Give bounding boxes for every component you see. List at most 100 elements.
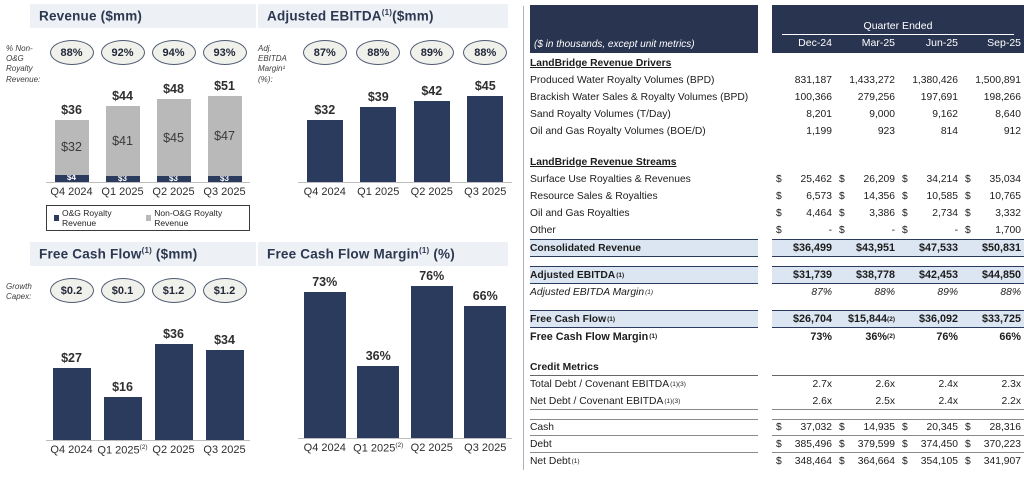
- chart-title: Free Cash Flow Margin(1) (%): [258, 242, 508, 266]
- column-gap: [758, 376, 772, 393]
- table-spacer: [530, 345, 1024, 359]
- row-label: Free Cash Flow Margin (1): [530, 330, 658, 343]
- column-gap: [758, 123, 772, 140]
- bar-segment-non-og: $45: [156, 99, 191, 177]
- table-row: Sand Royalty Volumes (T/Day) 8,201 9,000 9,…: [530, 106, 1024, 123]
- column-gap: [758, 106, 772, 123]
- category-row: Q4 2024 Q1 2025 Q2 2025 Q3 2025: [46, 183, 250, 198]
- table-row: Other $ - $ - $ - $1,700: [530, 222, 1024, 239]
- annotation-oval: $1.2: [151, 278, 196, 303]
- table-cell: $43,951: [855, 242, 895, 254]
- chart-title-text: Free Cash Flow Margin: [267, 246, 419, 262]
- bar-column: 36%: [352, 266, 406, 438]
- table-cell: [898, 55, 961, 72]
- annotation-oval: 88%: [356, 40, 401, 65]
- plot-area: 87% 88% 89% 88% $32 $39 $42 $45 Q4 2024 Q1 2025…: [298, 28, 518, 198]
- bar: [205, 349, 244, 440]
- chart-body: Adj. EBITDA Margin¹ (%): 87% 88% 89% 88% $32 $3…: [256, 28, 518, 198]
- row-values: $385,496 $379,599 $374,450 $370,223: [772, 436, 1024, 453]
- table-cell: 2.7x: [812, 379, 832, 390]
- chart-body: % Non-O&G Royalty Revenue: 88% 92% 94% 93% $3…: [4, 28, 256, 231]
- table-cell: [961, 359, 1024, 375]
- table-cell: 831,187: [794, 75, 832, 86]
- row-label: Other: [530, 225, 556, 236]
- table-cell: $38,778: [855, 269, 895, 281]
- bar-segment-non-og: $47: [207, 96, 242, 177]
- row-values: 8,201 9,000 9,162 8,640: [772, 106, 1024, 123]
- row-label: Cash: [530, 419, 758, 436]
- bar-value-label: $45: [474, 78, 496, 93]
- table-cell: 2.6x: [875, 379, 895, 390]
- legend: O&G Royalty Revenue Non-O&G Royalty Reven…: [46, 204, 250, 231]
- bar-value-label: $32: [314, 103, 336, 118]
- column-gap: [758, 328, 772, 345]
- table-row: Oil and Gas Royalty Volumes (BOE/D) 1,199…: [530, 123, 1024, 140]
- table-cell: $25,462: [776, 174, 832, 185]
- chart-title-units: ($mm): [151, 246, 198, 262]
- table-row: Resource Sales & Royalties $6,573 $14,356 $…: [530, 188, 1024, 205]
- annotation-row: 88% 92% 94% 93%: [46, 40, 250, 66]
- bar-column: $39: [352, 70, 406, 182]
- table-cell: $374,450: [902, 438, 958, 450]
- side-label-line: Adj.: [258, 43, 272, 53]
- legend-swatch: [146, 214, 152, 221]
- bar-value-label: 66%: [472, 288, 498, 303]
- category-label: Q3 2025: [464, 441, 507, 454]
- bar: [410, 285, 453, 438]
- table-cell: $26,209: [839, 174, 895, 185]
- table-cell: 8,201: [806, 109, 832, 120]
- table-cell: 1,199: [806, 126, 832, 137]
- annotation-oval: 88%: [49, 40, 94, 65]
- annotation-oval: 87%: [302, 40, 347, 65]
- column-headers: Dec-24 Mar-25 Jun-25 Sep-25: [772, 36, 1024, 53]
- table-cell: 2.4x: [938, 379, 958, 390]
- category-label: Q4 2024: [303, 441, 346, 454]
- bar: [464, 305, 507, 438]
- category-label: Q4 2024: [303, 185, 346, 198]
- chart-body: 73% 36% 76% 66% Q4 2024 Q1 2025(2) Q2 2025 Q3 …: [256, 266, 518, 454]
- category-label: Q3 2025: [203, 443, 246, 456]
- table-cell: $10,585: [902, 191, 958, 202]
- column-gap: [758, 310, 772, 328]
- bar-segment-non-og: $41: [105, 106, 140, 177]
- row-values: [772, 55, 1024, 72]
- row-values: $26,704 $15,844 (2) $36,092 $33,725: [772, 310, 1024, 328]
- chart-title-footnote: (1): [418, 246, 430, 255]
- bar-value-label: $42: [421, 84, 443, 99]
- column-header-dec24: Dec-24: [798, 37, 832, 49]
- table-row: Net Debt / Covenant EBITDA (1)(3) 2.6x 2.5x…: [530, 393, 1024, 410]
- column-header-sep25: Sep-25: [987, 37, 1021, 49]
- row-values: $31,739 $38,778 $42,453 $44,850: [772, 266, 1024, 284]
- side-label-line: % Non-O&G: [6, 43, 33, 63]
- row-values: $6,573 $14,356 $10,585 $10,765: [772, 188, 1024, 205]
- table-cell: 36% (2): [865, 330, 895, 343]
- annotation-oval: $1.2: [202, 278, 247, 303]
- side-label-line: Margin¹: [258, 64, 286, 74]
- row-label: Oil and Gas Royalties: [530, 208, 630, 219]
- bar-segment-og: $3: [105, 176, 140, 182]
- row-values: [772, 359, 1024, 376]
- table-cell: $4,464: [776, 208, 832, 219]
- quarter-header: Quarter Ended Dec-24 Mar-25 Jun-25 Sep-2…: [772, 5, 1024, 53]
- table-row: Total Debt / Covenant EBITDA (1)(3) 2.7x 2.…: [530, 376, 1024, 393]
- bar-column: $48 $45 $3: [148, 70, 199, 182]
- bar-column: $42: [405, 70, 459, 182]
- table-cell: 66%: [999, 330, 1021, 343]
- table-cell: 279,256: [857, 92, 895, 103]
- table-cell: $385,496: [776, 438, 832, 450]
- plot-area: 73% 36% 76% 66% Q4 2024 Q1 2025(2) Q2 2025 Q3 …: [298, 266, 518, 454]
- row-label: Total Debt / Covenant EBITDA (1)(3): [530, 379, 686, 390]
- row-label: Consolidated Revenue: [530, 239, 758, 257]
- table-cell: $14,356: [839, 191, 895, 202]
- side-label-line: Capex:: [6, 291, 32, 301]
- category-label: Q1 2025(2): [97, 443, 148, 457]
- bar: [103, 397, 142, 440]
- table-cell: 73%: [810, 330, 832, 343]
- table-cell: $37,032: [776, 422, 832, 433]
- table-cell: $ -: [776, 225, 832, 236]
- table-cell: 1,433,272: [849, 75, 895, 86]
- category-label: Q3 2025: [203, 185, 246, 198]
- bars: $36 $32 $4 $44 $41 $3 $48 $45 $3 $51 $47 $3: [46, 70, 250, 182]
- table-row: LandBridge Revenue Drivers: [530, 55, 1024, 72]
- revenue-chart: Revenue ($mm) % Non-O&G Royalty Revenue: 8…: [4, 4, 256, 240]
